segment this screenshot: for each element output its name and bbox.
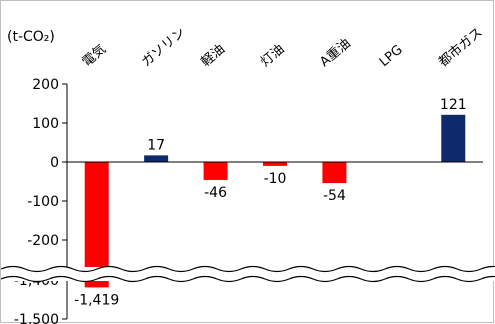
category-label: ガソリン — [139, 25, 188, 70]
data-label: 121 — [440, 97, 467, 113]
category-label: 電気 — [79, 41, 109, 70]
data-label: -10 — [264, 171, 287, 187]
y-tick-label: 0 — [50, 155, 59, 171]
category-label: 都市ガス — [436, 24, 486, 70]
category-label: 軽油 — [199, 42, 229, 70]
bar — [441, 114, 466, 162]
category-label: 灯油 — [258, 42, 288, 70]
category-label: LPG — [377, 42, 406, 70]
data-label: -46 — [204, 185, 227, 201]
category-label: A重油 — [317, 35, 354, 70]
bar — [263, 162, 287, 166]
y-tick-label: 200 — [32, 77, 59, 93]
data-label: -54 — [323, 188, 346, 204]
axis-break-band — [1, 267, 495, 281]
bar — [144, 155, 169, 162]
bar — [322, 162, 347, 184]
axis-break-wave — [1, 265, 495, 273]
data-label: -1,419 — [74, 292, 119, 308]
y-tick-label: -1,500 — [14, 312, 59, 324]
bar — [203, 162, 228, 180]
y-tick-label: -200 — [27, 233, 59, 249]
y-tick-label: 100 — [32, 116, 59, 132]
unit-label: (t-CO₂) — [7, 29, 55, 45]
data-label: 17 — [147, 137, 165, 153]
axis-break-wave — [1, 275, 495, 283]
y-tick-label: -100 — [27, 194, 59, 210]
